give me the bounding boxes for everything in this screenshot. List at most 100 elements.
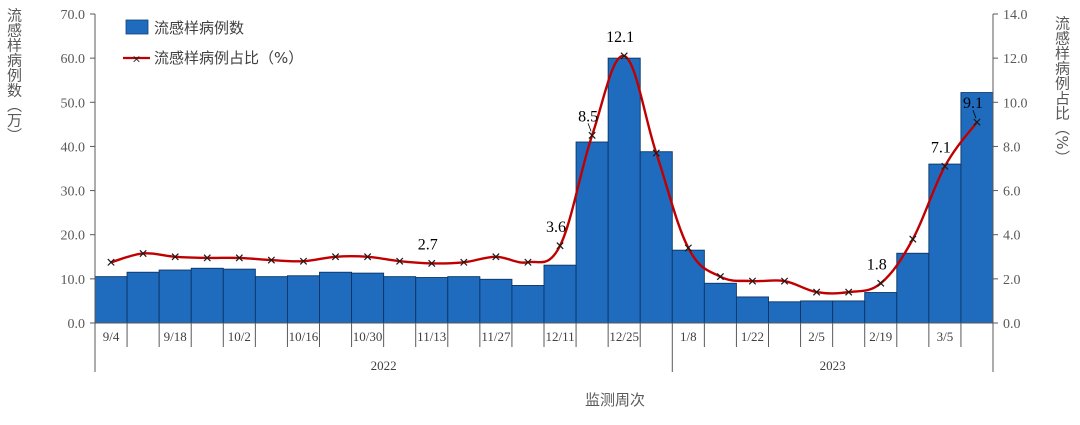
year-label: 2022 xyxy=(371,358,397,373)
year-label: 2023 xyxy=(820,358,846,373)
x-tick-label: 2/19 xyxy=(869,329,892,344)
point-marker xyxy=(973,118,981,126)
point-marker xyxy=(556,242,564,250)
line-point xyxy=(396,257,404,265)
point-marker xyxy=(812,288,821,296)
x-tick-label: 11/13 xyxy=(417,329,446,344)
line-point xyxy=(363,253,372,261)
line-point xyxy=(492,253,500,261)
y-left-tick-label: 30.0 xyxy=(61,185,86,200)
y-left-tick-label: 40.0 xyxy=(61,140,86,155)
y-left-tick-label: 10.0 xyxy=(61,273,86,288)
x-tick-label: 10/16 xyxy=(289,329,319,344)
line-point xyxy=(299,257,308,265)
bar xyxy=(383,276,417,324)
x-tick-label: 12/11 xyxy=(545,329,574,344)
point-marker xyxy=(396,257,404,265)
point-marker xyxy=(428,259,436,268)
y-left-tick-label: 60.0 xyxy=(61,52,86,67)
bar xyxy=(286,275,320,324)
x-axis-title: 监测周次 xyxy=(585,391,645,409)
x-tick-label: 9/4 xyxy=(103,329,120,344)
y-left-tick-label: 0.0 xyxy=(68,317,86,332)
data-label-leader xyxy=(972,110,977,119)
y-right-tick-label: 12.0 xyxy=(1003,52,1028,67)
x-tick-label: 12/25 xyxy=(609,329,639,344)
bar xyxy=(254,276,288,324)
x-tick-label: 11/27 xyxy=(481,329,511,344)
data-label: 12.1 xyxy=(606,29,634,46)
point-marker xyxy=(492,253,500,261)
line-point xyxy=(524,258,532,266)
point-marker xyxy=(780,277,789,285)
bar xyxy=(800,300,834,324)
point-marker xyxy=(941,162,949,170)
point-marker xyxy=(299,257,308,265)
line-point xyxy=(556,242,564,250)
point-marker xyxy=(331,253,340,261)
axes xyxy=(90,13,998,372)
bar xyxy=(768,301,802,324)
line-point xyxy=(267,256,276,264)
bar xyxy=(896,252,930,324)
point-marker xyxy=(267,256,276,264)
point-marker xyxy=(748,277,757,285)
line-series xyxy=(107,52,981,296)
x-tick-label: 2/5 xyxy=(808,329,825,344)
point-marker xyxy=(620,52,628,60)
point-marker xyxy=(877,279,885,287)
point-marker xyxy=(139,249,147,258)
y-left-tick-label: 50.0 xyxy=(61,96,86,111)
y-left-tick-label: 20.0 xyxy=(61,229,86,244)
point-marker xyxy=(203,254,211,262)
line-point xyxy=(171,253,179,261)
line-point xyxy=(588,131,596,140)
line-point xyxy=(877,279,885,287)
line-point xyxy=(845,288,853,296)
y-right-tick-label: 14.0 xyxy=(1003,8,1028,23)
data-label: 9.1 xyxy=(963,95,983,112)
bar xyxy=(190,267,224,324)
line-point xyxy=(235,254,243,262)
bar xyxy=(543,264,577,324)
point-marker xyxy=(460,258,468,266)
y-right-tick-label: 0.0 xyxy=(1003,317,1021,332)
legend-bar-swatch xyxy=(125,19,149,35)
y-right-tick-label: 4.0 xyxy=(1003,229,1021,244)
line-point xyxy=(812,288,821,296)
bar xyxy=(832,300,866,324)
line-point xyxy=(620,52,628,60)
bar xyxy=(639,151,673,324)
data-label: 1.8 xyxy=(867,256,887,273)
y-left-axis-title: 流感样病例数（万） xyxy=(5,8,23,143)
data-label: 8.5 xyxy=(578,108,598,125)
point-marker xyxy=(684,244,692,252)
tick-labels: 0.0 10.0 20.0 30.0 40.0 50.0 60.0 70.0 0.0 2.0 4.0… xyxy=(61,8,1028,373)
line-point xyxy=(460,258,468,266)
line-point xyxy=(716,273,725,281)
point-marker xyxy=(588,131,596,140)
line-point xyxy=(973,118,981,126)
percentage-line xyxy=(110,54,978,295)
x-tick-label: 9/18 xyxy=(164,329,187,344)
bar xyxy=(447,276,481,324)
x-tick-label: 1/8 xyxy=(680,329,697,344)
bar xyxy=(671,249,705,324)
point-marker xyxy=(909,235,917,243)
line-point xyxy=(139,249,147,258)
line-point xyxy=(748,277,757,285)
line-point xyxy=(941,162,949,170)
data-label-leader xyxy=(587,123,592,132)
x-tick-label: 1/22 xyxy=(741,329,764,344)
line-point xyxy=(331,253,340,261)
data-label: 7.1 xyxy=(931,139,951,156)
y-right-axis-title: 流感样病例占比（%） xyxy=(1053,15,1071,164)
line-point xyxy=(203,254,211,262)
point-marker xyxy=(652,149,660,157)
bar-series xyxy=(94,57,994,324)
y-left-tick-label: 70.0 xyxy=(61,8,86,23)
bar xyxy=(415,277,449,324)
bar xyxy=(703,282,737,324)
point-marker xyxy=(363,253,372,261)
bar xyxy=(575,141,609,324)
